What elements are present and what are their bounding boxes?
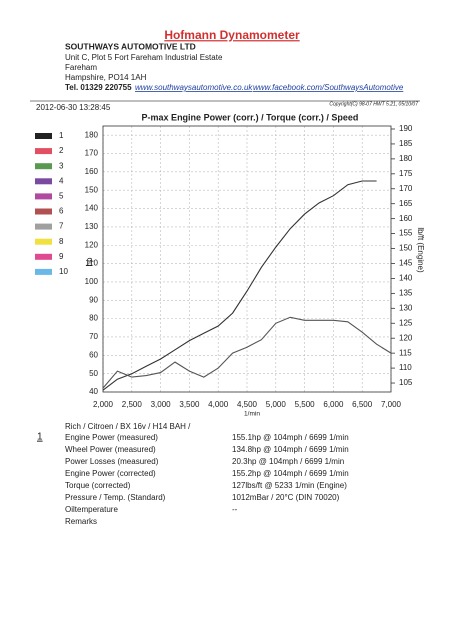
y2-tick-label: 165 — [399, 199, 413, 208]
data-line — [102, 180, 377, 391]
detail-label: Engine Power (measured) — [65, 433, 158, 442]
copyright: Copyright(C) 98-07 HWT 5.21, 05/10/07 — [329, 101, 418, 107]
plot-frame — [102, 125, 392, 393]
y-tick-label: 40 — [89, 387, 98, 396]
y-tick-label: 100 — [85, 277, 99, 286]
detail-value: 155.1hp @ 104mph / 6699 1/min — [232, 433, 349, 442]
legend-swatch — [35, 193, 52, 200]
y2-tick-label: 115 — [399, 348, 412, 357]
y-tick-label: 110 — [85, 259, 98, 268]
y2-tick-label: 140 — [399, 274, 413, 283]
legend-swatch — [35, 268, 52, 275]
y2-tick-label: 160 — [399, 214, 413, 223]
y2-tick-label: 180 — [399, 154, 413, 163]
x-tick-label: 4,000 — [208, 400, 229, 409]
legend-label: 9 — [59, 252, 64, 261]
x-tick-label: 3,000 — [151, 400, 172, 409]
legend-swatch — [35, 163, 52, 170]
address: Hampshire, PO14 1AH — [65, 73, 147, 82]
legend-swatch — [35, 253, 52, 260]
legend-label: 6 — [59, 207, 64, 216]
detail-label: Power Losses (measured) — [65, 457, 159, 466]
detail-value: 134.8hp @ 104mph / 6699 1/min — [232, 445, 349, 454]
legend-label: 3 — [59, 161, 64, 170]
x-tick-label: 6,000 — [323, 400, 344, 409]
detail-label: Pressure / Temp. (Standard) — [65, 493, 166, 502]
y2-tick-label: 185 — [399, 139, 413, 148]
legend-label: 4 — [59, 176, 64, 185]
legend-label: 5 — [59, 192, 64, 201]
y2-tick-label: 155 — [399, 229, 413, 238]
y2-tick-label: 105 — [399, 378, 413, 387]
y-tick-label: 60 — [89, 350, 98, 359]
detail-value: 20.3hp @ 104mph / 6699 1/min — [232, 457, 344, 466]
y-tick-label: 180 — [85, 130, 99, 139]
legend-swatch — [35, 238, 52, 245]
y-tick-label: 150 — [85, 185, 99, 194]
detail-value: -- — [232, 505, 238, 514]
y-tick-label: 160 — [85, 167, 99, 176]
x-tick-label: 2,500 — [122, 400, 143, 409]
y2-tick-label: 130 — [399, 303, 413, 312]
timestamp: 2012-06-30 13:28:45 — [36, 103, 111, 112]
legend-label: 8 — [59, 237, 64, 246]
x-axis-label: 1/min — [244, 411, 260, 418]
detail-value: 1012mBar / 20°C (DIN 70020) — [232, 493, 340, 502]
x-tick-label: 6,500 — [352, 400, 373, 409]
x-tick-label: 4,500 — [237, 400, 258, 409]
legend-swatch — [35, 178, 52, 185]
y-tick-label: 140 — [85, 204, 99, 213]
address: Unit C, Plot 5 Fort Fareham Industrial E… — [65, 53, 223, 62]
legend-swatch — [35, 223, 52, 230]
x-tick-label: 7,000 — [381, 400, 402, 409]
x-tick-label: 5,000 — [266, 400, 287, 409]
y-tick-label: 80 — [89, 314, 98, 323]
chart-title: P-max Engine Power (corr.) / Torque (cor… — [142, 112, 359, 122]
y-tick-label: 50 — [89, 369, 98, 378]
detail-value: 127lbs/ft @ 5233 1/min (Engine) — [232, 481, 347, 490]
legend-label: 10 — [59, 267, 68, 276]
page-title: Hofmann Dynamometer — [164, 28, 300, 42]
y2-tick-label: 110 — [399, 363, 412, 372]
y2-tick-label: 190 — [399, 124, 413, 133]
detail-label: Remarks — [65, 517, 97, 526]
x-tick-label: 3,500 — [179, 400, 200, 409]
y-axis-label: hp — [85, 257, 94, 266]
y-tick-label: 120 — [85, 240, 99, 249]
tel: Tel. 01329 220755 — [65, 83, 132, 92]
legend-label: 7 — [59, 222, 64, 231]
company: SOUTHWAYS AUTOMOTIVE LTD — [65, 41, 196, 51]
y2-axis-label: lb/ft (Engine) — [416, 227, 425, 273]
detail-label: Wheel Power (measured) — [65, 445, 156, 454]
legend-swatch — [35, 133, 52, 139]
y-tick-label: 170 — [85, 149, 99, 158]
legend-label: 2 — [59, 146, 64, 155]
address: Fareham — [65, 63, 97, 72]
link[interactable]: www.facebook.com/SouthwaysAutomotive — [253, 83, 404, 92]
data-line — [102, 316, 392, 389]
legend-swatch — [35, 148, 52, 155]
x-tick-label: 2,000 — [93, 400, 114, 409]
legend-label: 1 — [59, 131, 64, 140]
y2-tick-label: 135 — [399, 288, 413, 297]
y2-tick-label: 145 — [399, 259, 413, 268]
y2-tick-label: 150 — [399, 244, 413, 253]
y2-tick-label: 170 — [399, 184, 413, 193]
y2-tick-label: 125 — [399, 318, 413, 327]
y-tick-label: 70 — [89, 332, 98, 341]
detail-value: 155.2hp @ 104mph / 6699 1/min — [232, 469, 349, 478]
x-tick-label: 5,500 — [295, 400, 316, 409]
vehicle: Rich / Citroen / BX 16v / H14 BAH / — [65, 422, 191, 431]
y2-tick-label: 120 — [399, 333, 413, 342]
detail-label: Oiltemperature — [65, 505, 118, 514]
detail-label: Torque (corrected) — [65, 481, 131, 490]
legend-swatch — [35, 208, 52, 215]
link[interactable]: www.southwaysautomotive.co.uk — [135, 83, 253, 92]
detail-label: Engine Power (corrected) — [65, 469, 156, 478]
y-tick-label: 130 — [85, 222, 99, 231]
y2-tick-label: 175 — [399, 169, 413, 178]
run-number: 1 — [37, 432, 43, 443]
y-tick-label: 90 — [89, 295, 98, 304]
